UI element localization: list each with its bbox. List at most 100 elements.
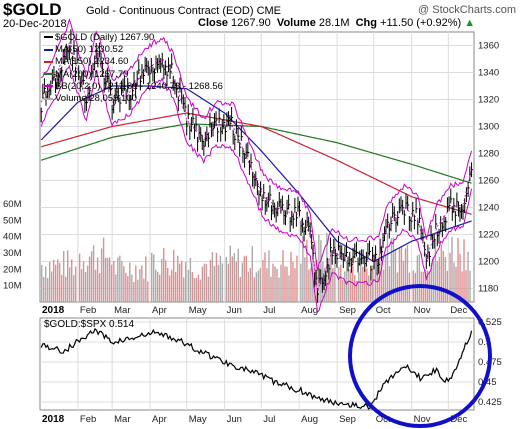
volume-bar bbox=[41, 265, 43, 302]
volume-bar bbox=[65, 276, 67, 302]
volume-bar bbox=[372, 265, 374, 302]
volume-bar bbox=[197, 274, 200, 302]
volume-bar bbox=[175, 271, 177, 302]
volume-bar bbox=[436, 261, 439, 302]
volume-bar bbox=[237, 248, 240, 302]
volume-bar bbox=[390, 238, 393, 302]
volume-bar bbox=[360, 258, 362, 302]
legend-volume-text: Volume 28,059,100 bbox=[55, 93, 137, 105]
volume-bar bbox=[49, 261, 51, 302]
volume-bar bbox=[129, 262, 131, 302]
x-tick-label-upper: Mar bbox=[114, 305, 130, 316]
legend-item-bb: BB(20,2.0) 1212.89 - 1240.73 - 1268.56 bbox=[44, 81, 223, 93]
contract-name: Gold - Continuous Contract (EOD) CME bbox=[86, 5, 281, 17]
x-tick-label-lower: Oct bbox=[376, 414, 391, 425]
volume-bar bbox=[406, 244, 409, 302]
volume-bar bbox=[284, 266, 286, 302]
volume-bar bbox=[98, 273, 101, 302]
price-tick-label: 1340 bbox=[478, 68, 499, 79]
volume-bar bbox=[459, 253, 461, 302]
volume-bar bbox=[69, 267, 71, 302]
volume-bar bbox=[446, 270, 449, 302]
x-tick-label-lower: Aug bbox=[301, 414, 318, 425]
x-tick-label-lower: Apr bbox=[152, 414, 167, 425]
volume-bar bbox=[432, 257, 435, 302]
volume-bar bbox=[253, 277, 256, 302]
symbol-title: $GOLD bbox=[3, 0, 62, 19]
x-tick-label-lower: Jul bbox=[263, 414, 275, 425]
volume-bar bbox=[276, 268, 278, 302]
volume-bar bbox=[135, 265, 137, 302]
volume-bar bbox=[84, 271, 87, 302]
volume-bar bbox=[400, 246, 403, 302]
volume-bar bbox=[362, 266, 364, 302]
volume-bar bbox=[115, 274, 117, 302]
ma-line-ma200 bbox=[41, 123, 472, 184]
volume-bars bbox=[41, 233, 471, 302]
volume-bar bbox=[262, 259, 264, 302]
volume-bar bbox=[96, 257, 99, 302]
volume-bar bbox=[290, 251, 292, 302]
volume-bar bbox=[288, 275, 290, 302]
volume-bar bbox=[388, 266, 391, 302]
volume-bar bbox=[332, 268, 334, 302]
volume-bar bbox=[193, 278, 196, 302]
volume-bar bbox=[465, 270, 467, 302]
volume-bar bbox=[392, 237, 395, 302]
volume-bar bbox=[370, 265, 372, 302]
volume-bar bbox=[251, 246, 254, 302]
volume-bar bbox=[374, 252, 377, 302]
volume-bar bbox=[113, 260, 115, 302]
x-tick-label-upper: Sep bbox=[339, 305, 356, 316]
volume-bar bbox=[366, 268, 368, 302]
legend-swatch-ma50 bbox=[44, 48, 53, 51]
volume-bar bbox=[213, 266, 216, 302]
volume-bar bbox=[249, 267, 252, 302]
volume-bar bbox=[280, 264, 282, 302]
volume-bar bbox=[394, 249, 397, 302]
volume-bar bbox=[247, 271, 250, 302]
volume-bar bbox=[318, 234, 320, 302]
volume-tick-label: 60M bbox=[3, 199, 22, 210]
volume-bar bbox=[259, 268, 262, 302]
volume-bar bbox=[139, 269, 141, 302]
close-label: Close bbox=[198, 17, 228, 29]
price-tick-label: 1360 bbox=[478, 41, 499, 52]
volume-bar bbox=[264, 252, 266, 302]
volume-bar bbox=[449, 252, 451, 302]
volume-bar bbox=[104, 257, 107, 302]
volume-bar bbox=[215, 252, 218, 302]
volume-bar bbox=[151, 252, 153, 302]
volume-bar bbox=[398, 247, 401, 302]
volume-tick-label: 40M bbox=[3, 232, 22, 243]
volume-bar bbox=[402, 260, 405, 302]
volume-bar bbox=[382, 269, 385, 302]
legend-item-ma200: MA(200) 1257.70 bbox=[44, 69, 223, 81]
volume-bar bbox=[434, 240, 437, 302]
volume-bar bbox=[453, 262, 455, 302]
volume-bar bbox=[451, 236, 453, 302]
volume-label: Volume bbox=[276, 17, 316, 29]
volume-bar bbox=[342, 279, 344, 302]
volume-bar bbox=[177, 255, 179, 302]
legend-ma50-text: MA(50) 1230.52 bbox=[55, 44, 124, 56]
volume-bar bbox=[169, 275, 171, 302]
volume-bar bbox=[346, 260, 348, 302]
price-tick-label: 1180 bbox=[478, 284, 498, 295]
volume-bar bbox=[45, 266, 47, 302]
volume-bar bbox=[396, 272, 399, 302]
volume-bar bbox=[163, 247, 165, 302]
volume-bar bbox=[63, 250, 65, 302]
volume-bar bbox=[334, 238, 336, 302]
chart-date: 20-Dec-2018 bbox=[3, 18, 67, 30]
copyright: @ StockCharts.com bbox=[418, 4, 516, 16]
exchange-label: CME bbox=[256, 5, 282, 17]
legend-swatch-bb bbox=[44, 85, 53, 88]
volume-bar bbox=[282, 250, 284, 302]
volume-bar bbox=[229, 245, 232, 302]
volume-bar bbox=[430, 262, 433, 302]
volume-bar bbox=[125, 272, 127, 302]
volume-bar bbox=[90, 251, 93, 302]
